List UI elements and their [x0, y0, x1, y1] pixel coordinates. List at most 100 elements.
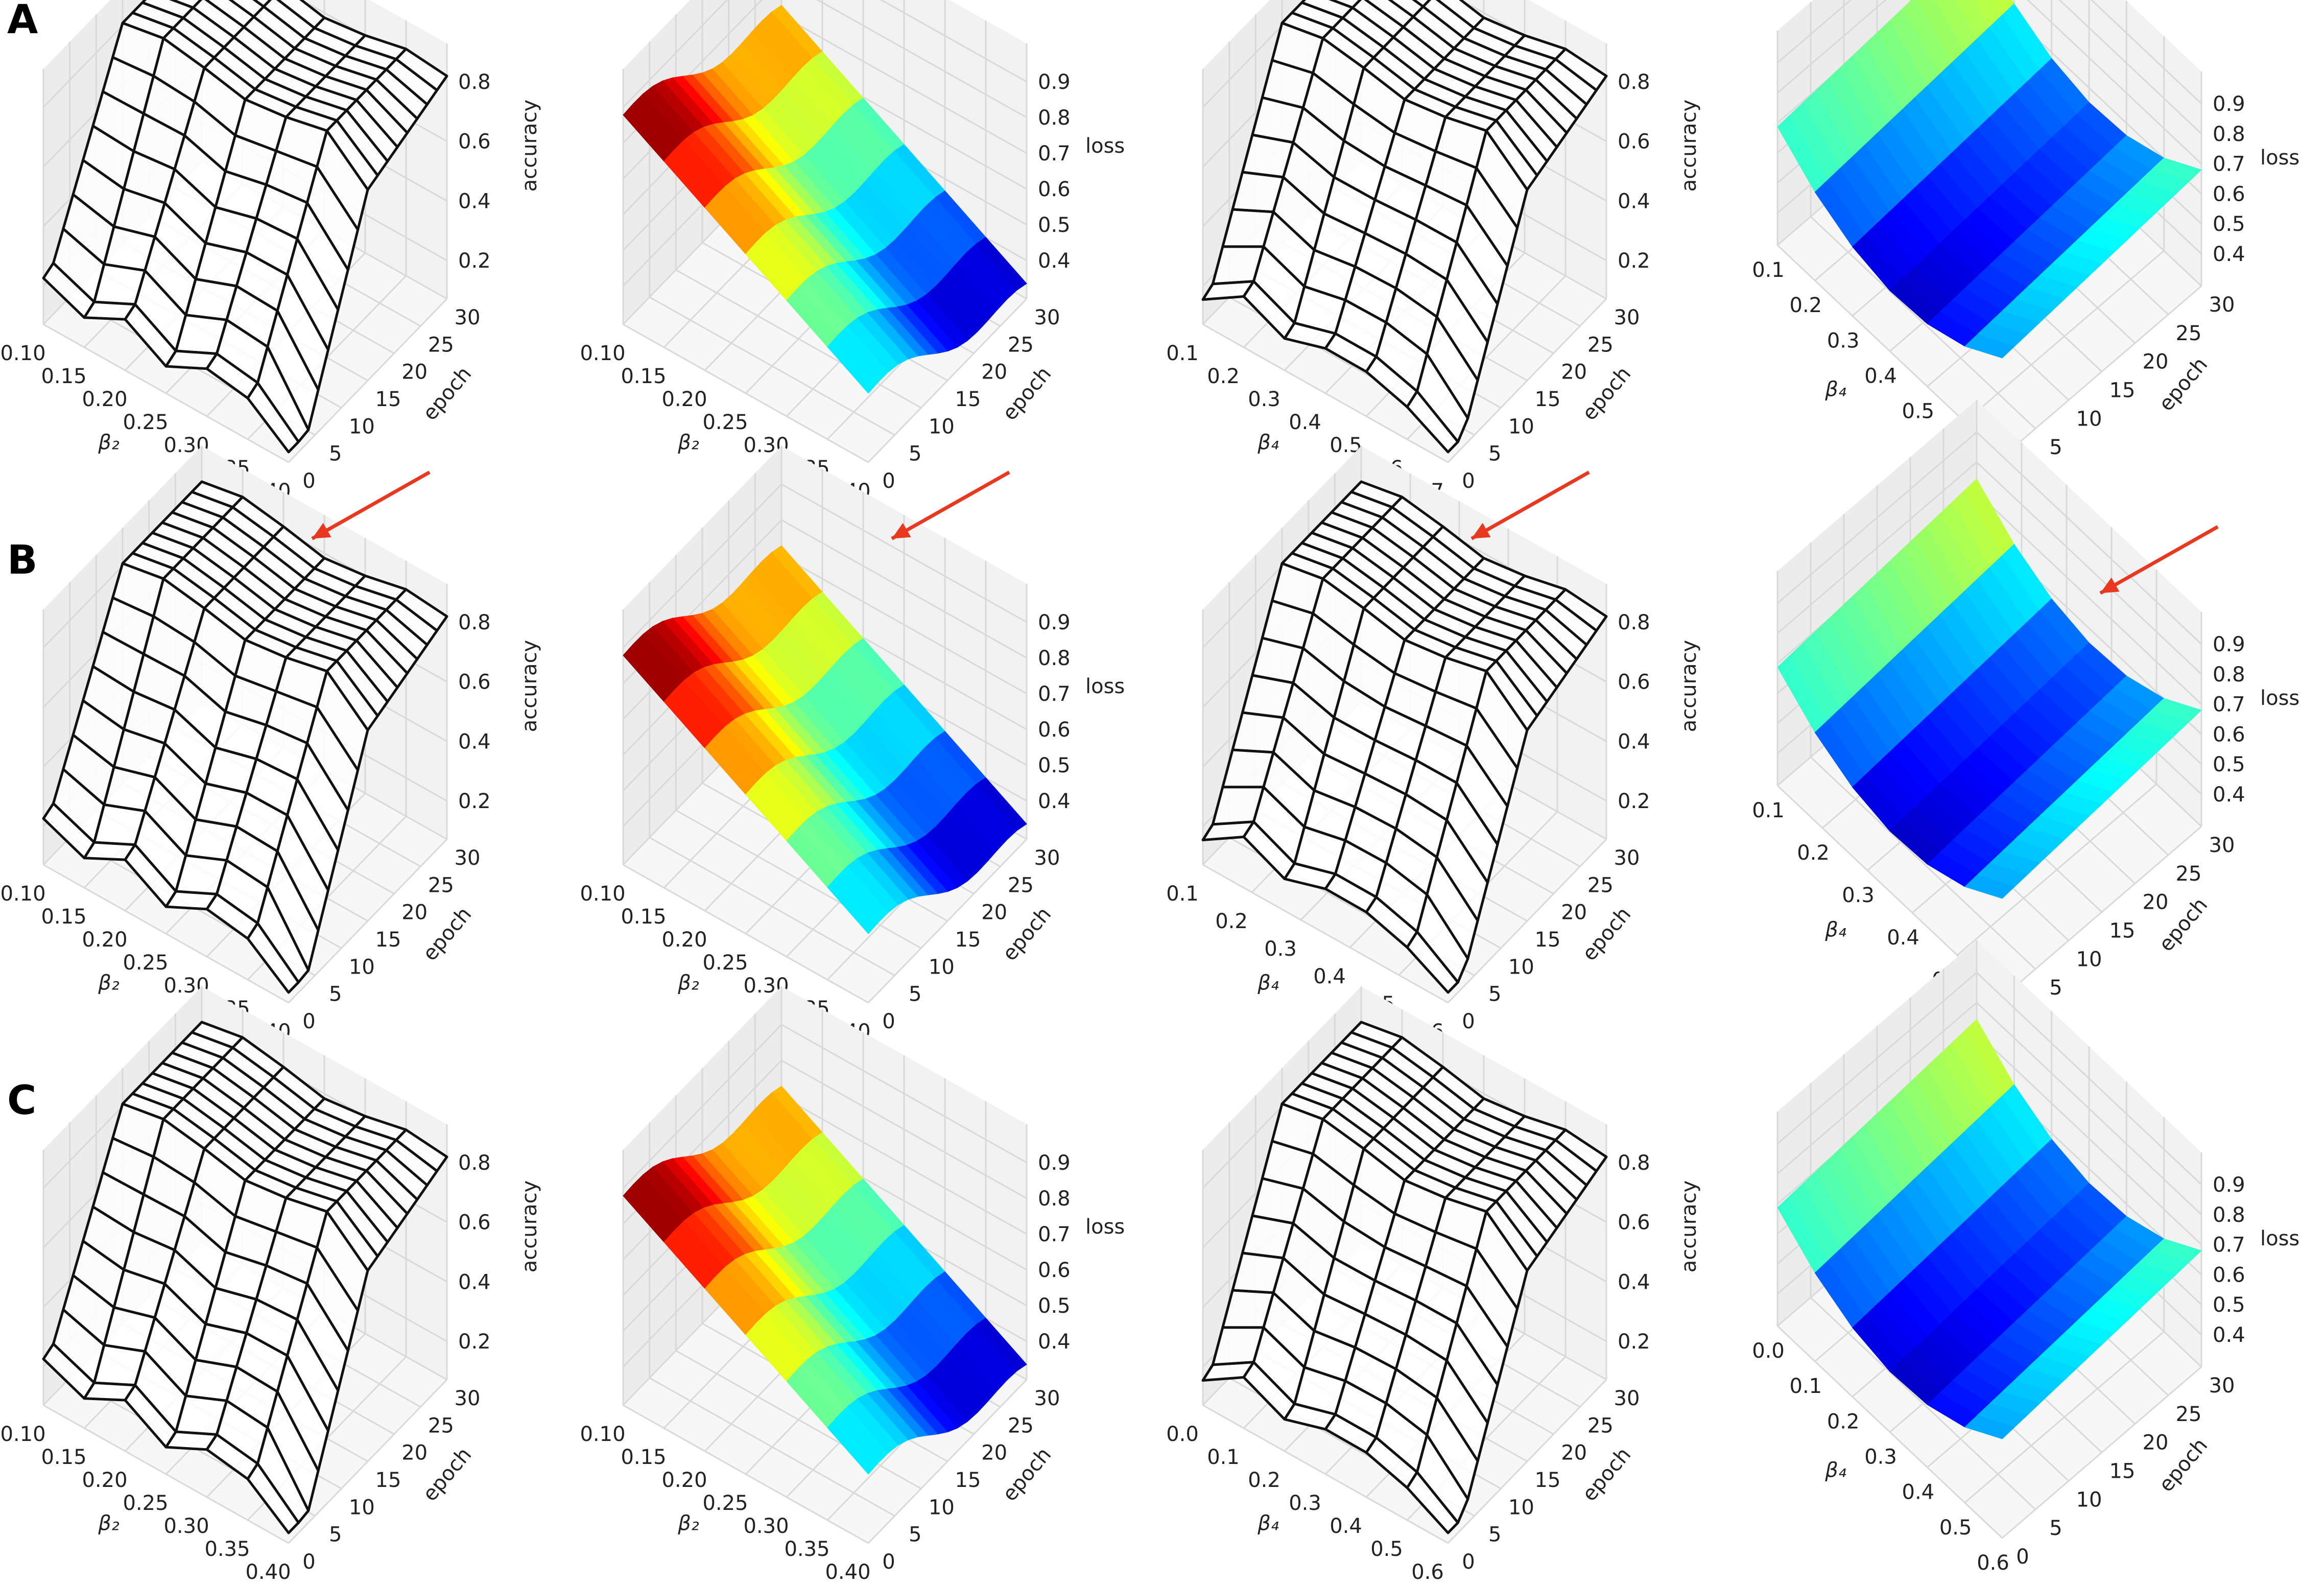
- z-tick-label: 0.8: [1038, 106, 1071, 130]
- y-tick-label: 20: [401, 901, 428, 925]
- wall-gridline: [781, 1024, 1027, 1164]
- y-tick-label: 0: [302, 469, 315, 493]
- z-tick-label: 0.5: [2213, 212, 2245, 236]
- wall-gridline: [622, 483, 782, 649]
- z-tick-label: 0.7: [1038, 1223, 1071, 1246]
- z-tick-label: 0.2: [1618, 790, 1650, 813]
- x-axis-label: β₄: [1257, 1512, 1279, 1535]
- y-tick-label: 20: [2143, 350, 2169, 374]
- surface-facet: [1964, 874, 2015, 899]
- z-tick-label: 0.5: [2213, 1293, 2245, 1317]
- z-tick-label: 0.5: [2213, 753, 2245, 776]
- wall-gridline: [2026, 0, 2202, 164]
- y-tick-label: 15: [1535, 928, 1561, 952]
- y-tick-label: 10: [2076, 948, 2102, 971]
- z-tick-label: 0.2: [458, 249, 491, 273]
- z-tick-label: 0.6: [1038, 178, 1071, 201]
- surface-facet: [1406, 1471, 1459, 1534]
- x-axis-label: β₂: [98, 431, 120, 455]
- y-tick-label: 25: [1008, 1414, 1034, 1437]
- y-tick-label: 10: [2076, 1488, 2102, 1511]
- z-tick-label: 0.2: [1618, 249, 1650, 273]
- surface-facet: [246, 1462, 300, 1534]
- y-tick-label: 25: [428, 1414, 454, 1437]
- y-tick-label: 0: [1462, 1550, 1475, 1574]
- z-tick-label: 0.4: [1618, 190, 1650, 213]
- x-tick-label: 0.35: [204, 1537, 250, 1561]
- y-tick-label: 20: [1561, 901, 1587, 925]
- y-tick-label: 0: [302, 1550, 315, 1574]
- wall-gridline: [2058, 0, 2202, 134]
- x-tick-label: 0.4: [1864, 365, 1897, 388]
- chart-panel-a3: 0.10.20.30.40.50.60.70510152025300.20.40…: [1166, 0, 1701, 503]
- z-tick-label: 0.4: [458, 1270, 491, 1294]
- wall-gridline: [1976, 1002, 2202, 1215]
- x-tick-label: 0.2: [1790, 294, 1822, 317]
- x-tick-label: 0.2: [1207, 365, 1240, 388]
- annotation-arrow: [1471, 470, 1590, 540]
- x-tick-label: 0.6: [1411, 1560, 1444, 1584]
- y-tick-label: 30: [1034, 306, 1060, 329]
- x-tick-label: 0.2: [1215, 910, 1248, 933]
- y-tick-label: 25: [2176, 862, 2202, 886]
- accuracy-surface: [42, 480, 448, 994]
- x-axis-label: β₂: [98, 972, 120, 995]
- z-tick-label: 0.4: [1038, 790, 1071, 813]
- x-tick-label: 0.25: [123, 1492, 168, 1515]
- x-tick-label: 0.30: [163, 1515, 209, 1538]
- z-tick-label: 0.8: [2213, 1203, 2245, 1227]
- y-tick-label: 30: [455, 846, 481, 870]
- z-tick-label: 0.8: [1618, 1151, 1650, 1175]
- y-tick-label: 15: [2109, 919, 2136, 943]
- loss-surface: [623, 1085, 1027, 1475]
- x-tick-label: 0.3: [1264, 937, 1297, 961]
- accuracy-surface: [1201, 1021, 1608, 1534]
- y-tick-label: 20: [2143, 891, 2169, 914]
- y-tick-label: 25: [2176, 1403, 2202, 1426]
- wall-gridline: [781, 555, 1027, 695]
- wall-gridline: [781, 14, 1027, 154]
- z-tick-label: 0.6: [458, 1211, 491, 1235]
- x-tick-label: 0.25: [702, 1492, 748, 1515]
- z-tick-label: 0.8: [1038, 647, 1071, 670]
- surface-facet: [827, 335, 879, 394]
- y-tick-label: 25: [1587, 333, 1614, 357]
- x-tick-label: 0.5: [1370, 1537, 1403, 1561]
- annotation-arrowhead: [2100, 577, 2120, 594]
- z-tick-label: 0.5: [1038, 754, 1071, 777]
- z-tick-label: 0.4: [1618, 730, 1650, 753]
- z-tick-label: 0.8: [1038, 1187, 1071, 1211]
- y-tick-label: 15: [1535, 1469, 1561, 1492]
- z-axis-label: accuracy: [518, 640, 541, 732]
- y-tick-label: 25: [1587, 873, 1614, 897]
- y-tick-label: 15: [1535, 388, 1561, 411]
- x-tick-label: 0.2: [1797, 841, 1830, 865]
- surface-facet: [827, 876, 879, 934]
- z-tick-label: 0.7: [1038, 682, 1071, 706]
- x-tick-label: 0.15: [41, 365, 86, 388]
- x-tick-label: 0.15: [621, 905, 666, 929]
- surface-facet: [827, 1416, 879, 1475]
- z-tick-label: 0.4: [1038, 249, 1071, 273]
- y-tick-label: 5: [2049, 976, 2062, 1000]
- annotation-arrow: [2099, 525, 2219, 595]
- x-tick-label: 0.20: [661, 388, 707, 411]
- y-tick-label: 5: [2049, 1517, 2062, 1540]
- x-axis-label: β₂: [98, 1512, 120, 1535]
- x-axis-label: β₄: [1824, 1458, 1846, 1482]
- floor-gridline: [623, 323, 869, 463]
- floor-gridline: [649, 837, 895, 976]
- y-tick-label: 30: [455, 1387, 481, 1410]
- z-tick-label: 0.9: [2213, 1173, 2245, 1197]
- y-tick-label: 20: [981, 1441, 1007, 1465]
- z-axis-label: loss: [2260, 687, 2299, 710]
- y-tick-label: 30: [2209, 293, 2235, 317]
- z-tick-label: 0.9: [1038, 1151, 1071, 1175]
- z-axis-label: accuracy: [1677, 640, 1701, 732]
- wall-gridline: [816, 0, 1027, 119]
- wall-gridline: [1976, 1032, 2202, 1245]
- chart-panel-a2: 0.100.150.200.250.300.350.40051015202530…: [580, 0, 1125, 503]
- floor-gridline: [649, 296, 895, 436]
- z-axis-label: accuracy: [518, 100, 541, 192]
- z-tick-label: 0.7: [2213, 693, 2245, 717]
